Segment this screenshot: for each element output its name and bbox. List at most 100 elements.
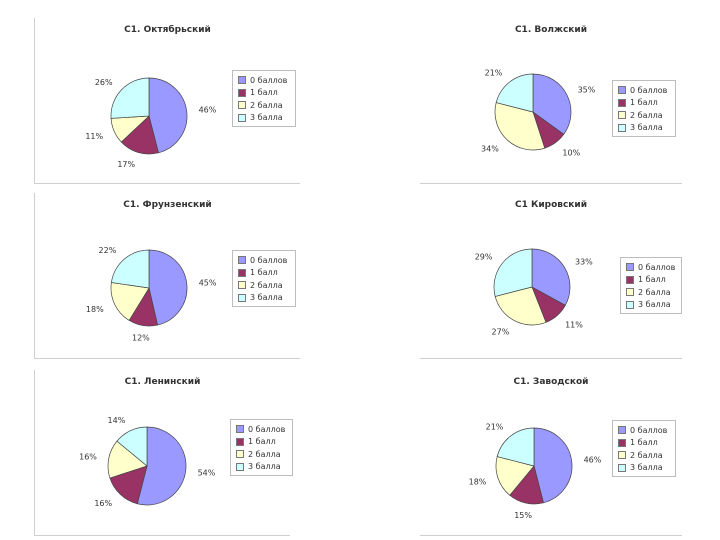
- legend-label: 3 балла: [630, 123, 663, 133]
- pie-data-label: 45%: [199, 278, 217, 287]
- legend-item: 2 балла: [238, 99, 291, 112]
- pie-slice-2: [494, 286, 547, 326]
- pie-data-label: 18%: [469, 478, 487, 487]
- pie-data-label: 33%: [575, 258, 593, 267]
- pie-slice-3: [110, 77, 150, 119]
- legend-swatch: [626, 263, 634, 272]
- pie-data-label: 21%: [485, 69, 503, 78]
- legend-swatch: [238, 76, 246, 85]
- legend-label: 3 балла: [250, 113, 283, 123]
- legend-item: 1 балл: [618, 97, 671, 110]
- legend-swatch: [618, 438, 626, 447]
- legend-swatch: [238, 281, 246, 290]
- pie-data-label: 15%: [514, 511, 532, 520]
- legend-item: 3 балла: [236, 461, 288, 474]
- legend-label: 2 балла: [248, 449, 281, 459]
- pie-data-label: 21%: [486, 423, 504, 432]
- legend-swatch: [626, 288, 634, 297]
- legend-item: 1 балл: [238, 267, 291, 280]
- legend-label: 0 баллов: [638, 262, 676, 272]
- legend-item: 3 балла: [238, 112, 291, 125]
- legend-label: 1 балл: [630, 98, 658, 108]
- pie-slice-3: [116, 426, 148, 467]
- legend-label: 3 балла: [248, 462, 281, 472]
- legend-label: 0 баллов: [248, 424, 286, 434]
- pie-data-label: 46%: [199, 106, 217, 115]
- legend-item: 2 балла: [626, 286, 677, 299]
- pie-data-label: 16%: [94, 499, 112, 508]
- legend-swatch: [618, 123, 626, 132]
- chart-title: С1. Волжский: [514, 25, 588, 35]
- pie-slice-2: [110, 282, 150, 321]
- pie-slice-0: [531, 248, 571, 306]
- pie-slice-0: [533, 427, 573, 504]
- pie-data-label: 26%: [95, 78, 113, 87]
- pie-chart: 35% 10% 34% 21%: [481, 69, 596, 158]
- chart-panel-volzhsky: С1. Волжский 35% 10% 34% 21% 0 баллов 1 балл 2…: [420, 18, 682, 184]
- legend-swatch: [236, 437, 244, 446]
- pie-data-label: 11%: [565, 321, 583, 330]
- legend-item: 2 балла: [236, 448, 288, 461]
- legend-label: 0 баллов: [250, 75, 288, 85]
- pie-data-label: 27%: [492, 328, 510, 337]
- pie-slice-2: [495, 456, 535, 496]
- pie-slice-0: [148, 249, 188, 326]
- legend-swatch: [618, 426, 626, 435]
- legend-label: 2 балла: [250, 100, 283, 110]
- pie-chart: 45% 12% 18% 22%: [86, 246, 217, 342]
- legend-item: 1 балл: [236, 436, 288, 449]
- legend-swatch: [236, 425, 244, 434]
- legend-item: 3 балла: [238, 292, 291, 305]
- legend-label: 3 балла: [250, 293, 283, 303]
- legend-swatch: [618, 463, 626, 472]
- chart-title: С1. Фрунзенский: [123, 200, 212, 210]
- legend-label: 2 балла: [630, 450, 663, 460]
- pie-data-label: 11%: [85, 132, 103, 141]
- legend-swatch: [238, 101, 246, 110]
- legend-item: 1 балл: [238, 87, 291, 100]
- chart-panel-leninsky: С1. Ленинский 54% 16% 16% 14% 0 баллов 1 балл…: [34, 370, 293, 536]
- pie-slice-3: [111, 249, 150, 289]
- legend-swatch: [626, 300, 634, 309]
- pie-data-label: 22%: [99, 246, 117, 255]
- legend-item: 0 баллов: [236, 423, 288, 436]
- pie-slice-0: [148, 77, 188, 154]
- legend-item: 2 балла: [238, 279, 291, 292]
- pie-data-label: 34%: [481, 144, 499, 153]
- pie-data-label: 10%: [562, 149, 580, 158]
- legend-label: 1 балл: [638, 275, 666, 285]
- pie-chart: 46% 15% 18% 21%: [469, 423, 602, 520]
- pie-data-label: 14%: [108, 416, 126, 425]
- legend-item: 1 балл: [626, 274, 677, 287]
- chart-title: С1 Кировский: [514, 200, 588, 210]
- legend-item: 3 балла: [618, 462, 671, 475]
- pie-slice-3: [495, 73, 534, 113]
- legend-label: 0 баллов: [250, 255, 288, 265]
- pie-chart: 46% 17% 11% 26%: [85, 77, 217, 169]
- legend-swatch: [238, 268, 246, 277]
- chart-title: С1. Ленинский: [124, 377, 201, 387]
- legend-item: 0 баллов: [238, 254, 291, 267]
- legend-item: 0 баллов: [626, 261, 677, 274]
- legend-label: 1 балл: [250, 268, 278, 278]
- legend-item: 0 баллов: [238, 74, 291, 87]
- pie-slice-0: [532, 73, 572, 135]
- legend-item: 3 балла: [626, 299, 677, 312]
- legend-item: 2 балла: [618, 449, 671, 462]
- pie-data-label: 46%: [584, 456, 602, 465]
- legend-label: 0 баллов: [630, 425, 668, 435]
- legend-label: 2 балла: [250, 280, 283, 290]
- legend-label: 3 балла: [638, 300, 671, 310]
- legend-swatch: [626, 275, 634, 284]
- legend-label: 2 балла: [638, 287, 671, 297]
- legend-swatch: [618, 86, 626, 95]
- chart-legend: 0 баллов 1 балл 2 балла 3 балла: [230, 419, 293, 476]
- pie-chart: 33% 11% 27% 29%: [475, 248, 593, 337]
- legend-label: 1 балл: [630, 438, 658, 448]
- legend-item: 0 баллов: [618, 84, 671, 97]
- pie-slice-3: [493, 248, 533, 297]
- pie-data-label: 17%: [117, 160, 135, 169]
- chart-legend: 0 баллов 1 балл 2 балла 3 балла: [612, 420, 676, 477]
- chart-panel-frunzensky: С1. Фрунзенский 45% 12% 18% 22% 0 баллов 1 ба…: [34, 193, 300, 359]
- legend-swatch: [618, 451, 626, 460]
